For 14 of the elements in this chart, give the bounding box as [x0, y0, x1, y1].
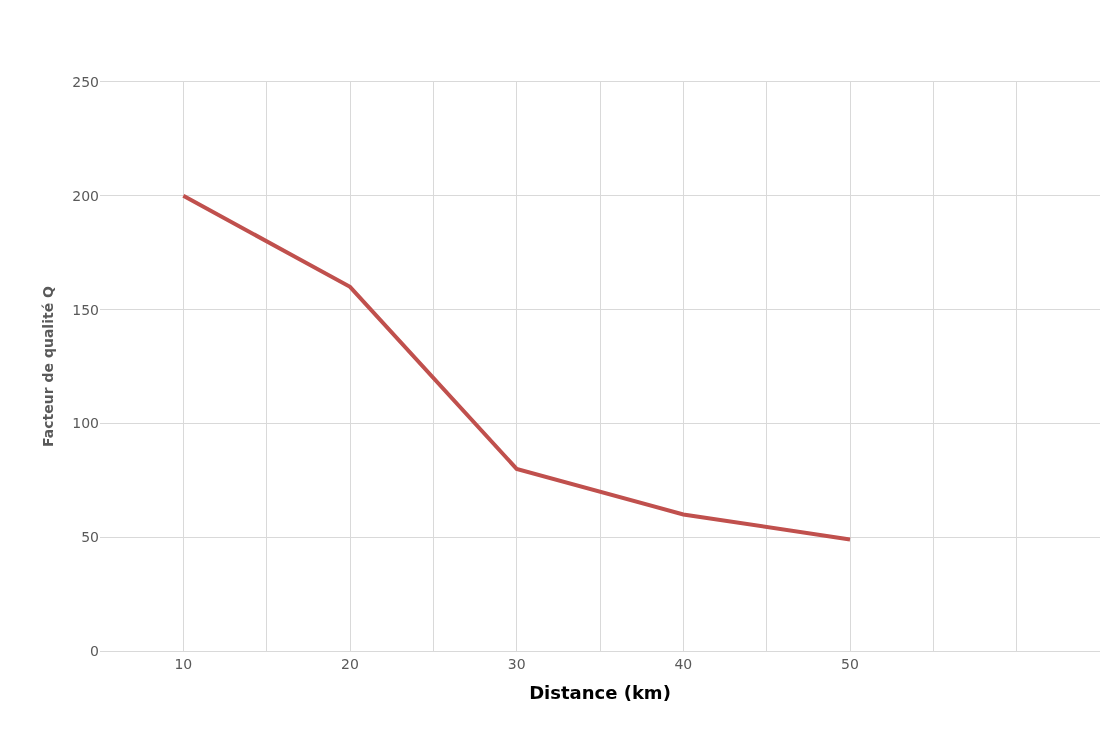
x-tick-label: 40	[674, 655, 693, 672]
y-tick-label: 50	[81, 529, 99, 546]
x-tick-label: 30	[507, 655, 526, 672]
y-tick-label: 100	[72, 415, 99, 432]
y-tick-label: 200	[72, 187, 99, 204]
x-tick-label: 10	[174, 655, 193, 672]
y-tick-label: 250	[72, 73, 99, 90]
line-series	[181, 193, 852, 542]
x-tick-label: 20	[341, 655, 359, 672]
y-axis-title: Facteur de qualité Q	[39, 286, 56, 447]
y-tick-label: 0	[90, 642, 99, 659]
x-tick-label: 50	[841, 655, 859, 672]
x-axis-title: Distance (km)	[529, 681, 671, 703]
y-tick-label: 150	[72, 301, 99, 318]
